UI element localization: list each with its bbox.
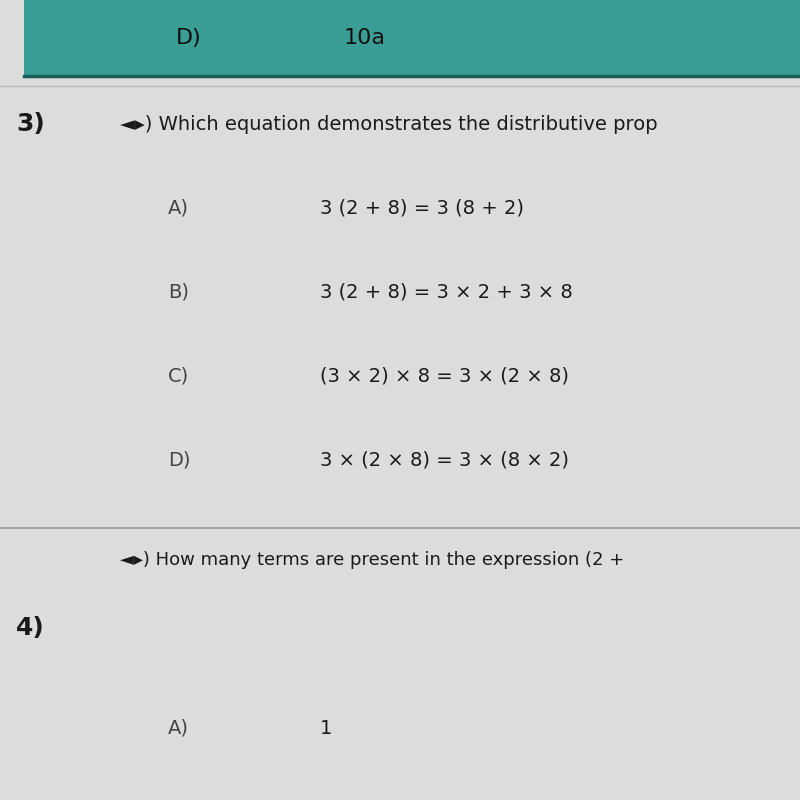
Text: C): C) bbox=[168, 366, 190, 386]
Text: B): B) bbox=[168, 282, 189, 302]
Text: 3 × (2 × 8) = 3 × (8 × 2): 3 × (2 × 8) = 3 × (8 × 2) bbox=[320, 450, 569, 470]
Text: 1: 1 bbox=[320, 718, 332, 738]
Bar bbox=[24, 0, 800, 76]
Text: (3 × 2) × 8 = 3 × (2 × 8): (3 × 2) × 8 = 3 × (2 × 8) bbox=[320, 366, 569, 386]
Text: A): A) bbox=[168, 198, 189, 218]
Text: ◄▸) How many terms are present in the expression (2 +: ◄▸) How many terms are present in the ex… bbox=[120, 551, 624, 569]
Text: 10a: 10a bbox=[344, 28, 386, 48]
Text: 3 (2 + 8) = 3 × 2 + 3 × 8: 3 (2 + 8) = 3 × 2 + 3 × 8 bbox=[320, 282, 573, 302]
Text: ◄▸) Which equation demonstrates the distributive prop: ◄▸) Which equation demonstrates the dist… bbox=[120, 114, 658, 134]
Text: 4): 4) bbox=[16, 616, 45, 640]
Text: D): D) bbox=[168, 450, 190, 470]
Text: D): D) bbox=[176, 28, 202, 48]
Text: 3): 3) bbox=[16, 112, 45, 136]
Text: A): A) bbox=[168, 718, 189, 738]
Bar bbox=[0, 0, 24, 76]
Text: 3 (2 + 8) = 3 (8 + 2): 3 (2 + 8) = 3 (8 + 2) bbox=[320, 198, 524, 218]
